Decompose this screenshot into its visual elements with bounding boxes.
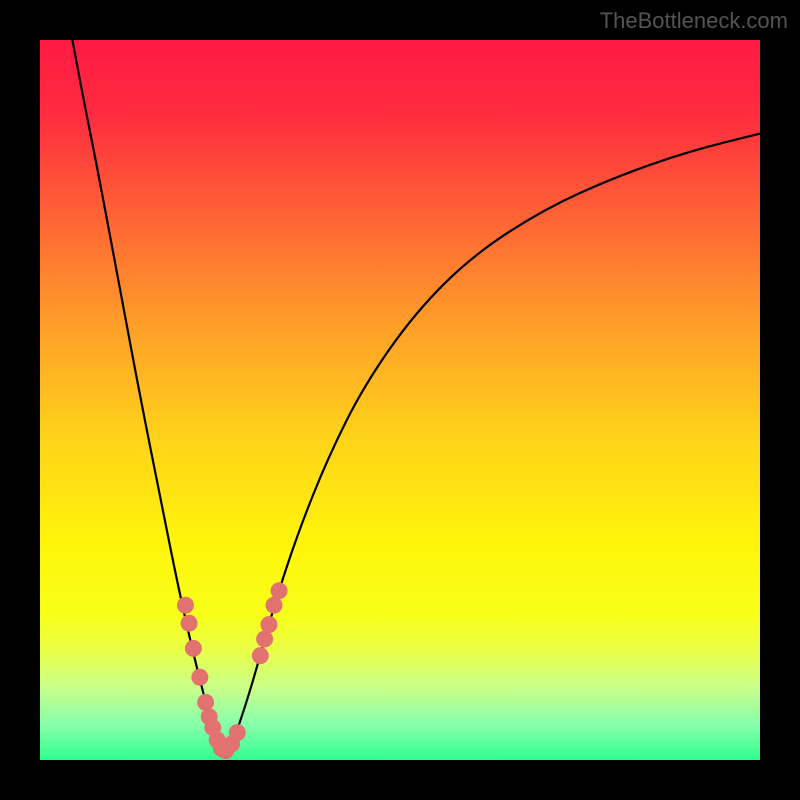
plot-area: [40, 40, 760, 760]
watermark-text: TheBottleneck.com: [600, 8, 788, 34]
data-point: [177, 597, 194, 614]
data-point: [271, 582, 288, 599]
data-point: [229, 724, 246, 741]
data-point: [191, 669, 208, 686]
data-point: [256, 631, 273, 648]
data-point: [260, 616, 277, 633]
data-point: [197, 694, 214, 711]
gradient-background: [40, 40, 760, 760]
chart-svg: [40, 40, 760, 760]
data-point: [252, 647, 269, 664]
data-point: [185, 640, 202, 657]
chart-container: TheBottleneck.com: [0, 0, 800, 800]
data-point: [181, 615, 198, 632]
